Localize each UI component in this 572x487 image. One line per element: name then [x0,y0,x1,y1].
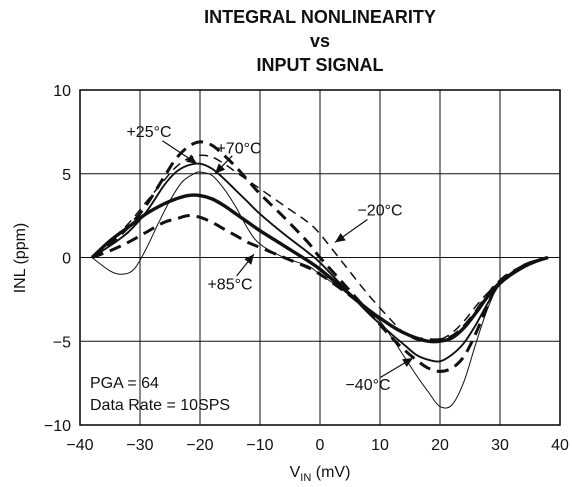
series-line-4 [91,171,549,409]
x-axis-label-unit-text: (mV) [316,464,351,481]
x-tick-label: 30 [491,437,509,454]
x-axis-label-main: V [290,464,301,481]
y-tick-label: −5 [53,334,71,351]
title-line-1: INTEGRAL NONLINEARITY [204,7,436,27]
series-layer [90,140,549,409]
series-line-2 [91,154,549,342]
series-line-1 [91,162,549,363]
title-line-2: vs [310,31,330,51]
x-tick-label: −20 [186,437,213,454]
annotation-label-2: −20°C [357,203,402,220]
x-axis-label: VIN (mV) [290,464,351,484]
x-tick-label: 40 [551,437,569,454]
y-tick-label: 0 [62,251,71,268]
annotation-arrowhead-2 [335,232,346,243]
y-axis-label: INL (ppm) [12,223,29,294]
annotation-label-4: −40°C [345,377,390,394]
annotation-arrowhead-4 [402,358,413,367]
y-tick-label: 5 [62,167,71,184]
plot-frame [79,89,561,426]
x-tick-label: −40 [66,437,93,454]
annotation-label-3: +85°C [207,276,252,293]
series-line-5 [90,193,549,344]
notes-block: PGA = 64 Data Rate = 10SPS [90,375,230,414]
chart-title: INTEGRAL NONLINEARITY vs INPUT SIGNAL [204,7,436,75]
title-line-3: INPUT SIGNAL [256,55,383,75]
annotation-layer: +25°C +70°C −20°C +85°C −40°C [126,124,414,394]
note-pga: PGA = 64 [90,375,159,392]
x-tick-label: −10 [246,437,273,454]
annotation-arrowhead-0 [186,154,197,164]
x-tick-label: −30 [126,437,153,454]
annotation-arrowhead-3 [244,254,254,265]
x-tick-label: 10 [371,437,389,454]
tick-layer: −40 −30 −20 −10 0 10 20 30 40 −10 −5 0 5 10 [44,83,569,454]
y-tick-label: 10 [53,83,71,100]
x-axis-label-sub: IN [300,472,311,484]
x-tick-label: 20 [431,437,449,454]
note-data-rate: Data Rate = 10SPS [90,397,230,414]
x-tick-label: 0 [316,437,325,454]
annotation-arrowhead-1 [215,163,226,174]
annotation-label-1: +70°C [216,141,261,158]
annotation-label-0: +25°C [126,124,171,141]
y-tick-label: −10 [44,418,71,435]
